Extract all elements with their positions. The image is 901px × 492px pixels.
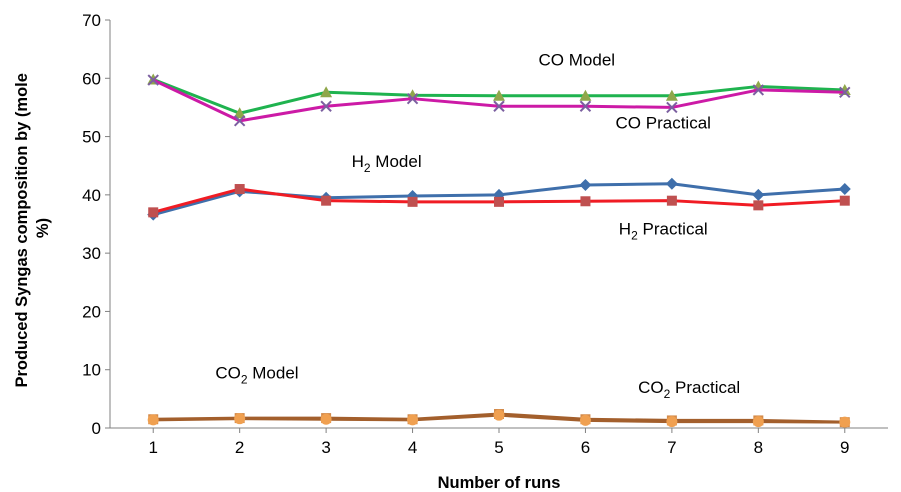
data-point	[493, 409, 505, 421]
y-tick-label: 10	[82, 361, 101, 380]
data-point	[147, 414, 159, 426]
data-point	[579, 89, 592, 101]
data-point	[838, 183, 851, 196]
x-tick-label: 8	[754, 438, 763, 457]
data-point	[234, 184, 245, 195]
annotation-base: CO Practical	[616, 113, 711, 132]
series-annotation: CO2 Practical	[638, 378, 740, 401]
data-point	[752, 84, 765, 96]
series-annotation: H2 Practical	[619, 219, 708, 242]
y-tick-label: 70	[82, 11, 101, 30]
data-point	[148, 207, 159, 218]
y-axis-label-line-1: Produced Syngas composition by (mole	[13, 73, 31, 387]
series-h2-practical	[148, 184, 850, 218]
y-axis-label-line-2: %)	[34, 218, 52, 238]
data-point	[839, 195, 850, 206]
data-point	[493, 100, 505, 112]
data-point	[666, 101, 678, 114]
data-point	[406, 92, 419, 105]
x-tick-label: 9	[840, 438, 849, 457]
x-tick-label: 6	[581, 438, 590, 457]
data-point	[839, 416, 851, 428]
series-annotation: CO2 Model	[215, 363, 298, 386]
data-point	[407, 196, 418, 207]
data-point	[320, 413, 332, 425]
data-point	[234, 413, 246, 425]
y-tick-label: 40	[82, 186, 101, 205]
x-tick-labels: 1 2 3 4 5 6 7 8 9	[148, 438, 849, 457]
series-co2-practical	[147, 409, 851, 428]
data-point	[233, 115, 246, 127]
annotation-tail: Practical	[638, 219, 708, 238]
data-point	[579, 100, 592, 112]
y-tick-label: 50	[82, 128, 101, 147]
data-point	[665, 89, 678, 101]
data-point	[579, 414, 591, 426]
data-point	[666, 195, 677, 206]
data-point	[665, 177, 678, 190]
annotation-base: CO	[638, 378, 664, 397]
x-tick-label: 5	[494, 438, 503, 457]
data-point	[493, 89, 505, 101]
annotation-subscript: 2	[364, 161, 371, 175]
y-axis-label: Produced Syngas composition by (mole %)	[13, 68, 52, 387]
annotation-base: H	[619, 219, 631, 238]
data-point	[579, 178, 592, 191]
y-tick-label: 0	[92, 419, 101, 438]
data-point	[753, 200, 764, 211]
data-point	[839, 86, 851, 98]
chart-series	[147, 73, 851, 428]
y-tick-label: 20	[82, 302, 101, 321]
annotation-subscript: 2	[631, 228, 638, 242]
series-co-model	[147, 73, 851, 119]
annotation-subscript: 2	[241, 372, 248, 386]
data-point	[407, 414, 419, 426]
chart-axes	[105, 19, 888, 433]
annotation-tail: Model	[248, 363, 299, 382]
x-axis-label: Number of runs	[438, 474, 561, 492]
data-point	[580, 196, 591, 207]
x-tick-label: 3	[321, 438, 330, 457]
annotation-tail: Practical	[670, 378, 740, 397]
x-tick-label: 7	[667, 438, 676, 457]
annotation-subscript: 2	[664, 387, 671, 401]
data-point	[494, 196, 504, 207]
y-tick-labels: 0 10 20 30 40 50 60 70	[82, 11, 101, 438]
annotation-base: CO Model	[539, 50, 616, 69]
data-point	[406, 89, 419, 101]
data-point	[320, 86, 333, 98]
data-point	[147, 74, 159, 86]
series-annotation: CO Model	[539, 50, 616, 69]
data-point	[320, 100, 332, 112]
data-point	[752, 416, 764, 428]
data-point	[321, 195, 332, 206]
y-tick-label: 60	[82, 69, 101, 88]
y-tick-label: 30	[82, 244, 101, 263]
series-annotation: H2 Model	[352, 152, 422, 175]
x-tick-label: 2	[235, 438, 244, 457]
annotation-base: CO	[215, 363, 241, 382]
annotation-base: H	[352, 152, 364, 171]
series-co-practical	[147, 74, 851, 127]
data-point	[666, 416, 678, 428]
x-tick-label: 4	[408, 438, 417, 457]
annotation-tail: Model	[371, 152, 422, 171]
data-point	[233, 107, 246, 119]
data-point	[752, 188, 765, 201]
x-tick-label: 1	[148, 438, 157, 457]
series-annotation: CO Practical	[616, 113, 711, 132]
